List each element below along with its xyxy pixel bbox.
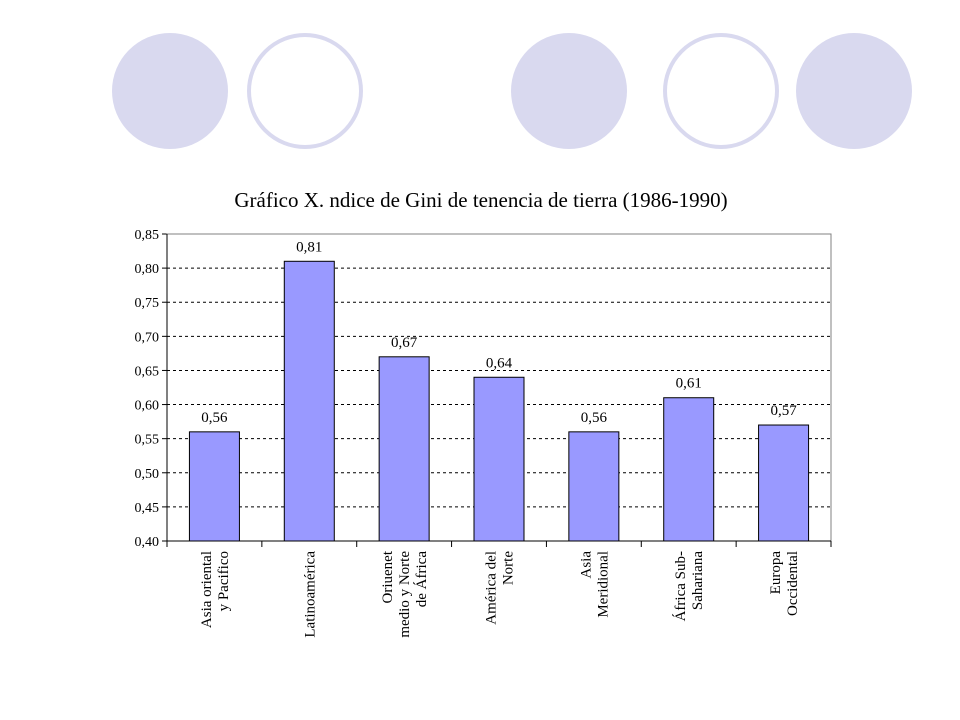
data-label: 0,81 [296, 239, 322, 255]
decorative-circle-2 [511, 33, 627, 149]
category-label: África Sub- [672, 551, 689, 621]
decorative-circle-1 [112, 33, 228, 149]
y-tick-label: 0,75 [135, 296, 160, 311]
bar [758, 424, 810, 542]
category-label: Asia [578, 551, 594, 579]
category-label: y Pacifico [216, 551, 232, 611]
chart-title: Gráfico X. ndice de Gini de tenencia de … [234, 188, 727, 212]
y-tick-label: 0,40 [135, 535, 160, 550]
decorative-circle-3 [796, 33, 912, 149]
bar [473, 376, 525, 542]
bar [283, 260, 335, 542]
bar [568, 431, 620, 542]
plot-area: 0,40 0,45 0,50 0,55 0,60 0,65 0,70 0,75 0,80 0,85… [135, 228, 832, 638]
bar [663, 397, 715, 542]
category-label: Oriuenet [380, 550, 396, 603]
category-label: Sahariana [690, 551, 706, 610]
y-tick-label: 0,65 [135, 364, 160, 379]
data-label: 0,56 [581, 410, 608, 426]
y-tick-label: 0,80 [135, 262, 160, 277]
y-tick-label: 0,70 [135, 330, 160, 345]
category-label: Asia oriental [199, 551, 215, 628]
y-tick-label: 0,85 [135, 228, 160, 243]
category-label: medio y Norte [397, 551, 413, 638]
data-label: 0,67 [391, 335, 418, 351]
data-label: 0,61 [676, 376, 702, 392]
data-label: 0,57 [770, 403, 797, 419]
bar [188, 431, 240, 542]
y-tick-label: 0,55 [135, 433, 160, 448]
decorative-ring-2 [663, 33, 779, 149]
category-label: Meridional [595, 551, 611, 618]
decorative-ring-1 [247, 33, 363, 149]
category-label: América del [484, 551, 500, 625]
data-label: 0,56 [201, 410, 228, 426]
y-tick-label: 0,45 [135, 501, 160, 516]
category-label: Europa [768, 551, 784, 595]
category-label: Norte [501, 551, 517, 585]
data-label: 0,64 [486, 355, 513, 371]
bar [378, 356, 430, 542]
category-label: Occidental [785, 551, 801, 616]
y-tick-label: 0,50 [135, 467, 160, 482]
category-label: Latinoamérica [302, 551, 318, 638]
y-tick-label: 0,60 [135, 399, 160, 414]
category-label: de África [413, 551, 430, 608]
